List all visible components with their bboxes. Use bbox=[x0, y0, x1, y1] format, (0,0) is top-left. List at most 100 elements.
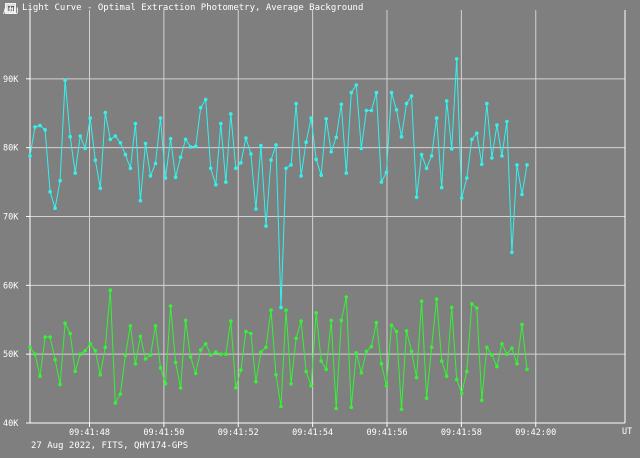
target-star-series-point bbox=[379, 180, 384, 184]
comparison-star-series-point bbox=[224, 352, 228, 357]
x-tick-label: 09:41:58 bbox=[441, 428, 482, 438]
target-star-series-point bbox=[429, 154, 434, 158]
grid bbox=[30, 10, 625, 423]
comparison-star-series-point bbox=[284, 308, 288, 312]
x-tick-label: 09:41:56 bbox=[367, 428, 408, 438]
target-star-series-point bbox=[118, 141, 123, 145]
comparison-star-series-point bbox=[168, 304, 173, 308]
target-star-series-point bbox=[128, 166, 133, 171]
target-star-series-point bbox=[339, 102, 344, 107]
comparison-star-series-point bbox=[515, 362, 519, 366]
comparison-star-series-point bbox=[429, 345, 434, 350]
comparison-star-series-point bbox=[28, 345, 32, 350]
target-star-series-point bbox=[349, 90, 354, 95]
comparison-star-series-point bbox=[369, 344, 374, 349]
target-star-series-point bbox=[78, 134, 82, 138]
comparison-star-series-point bbox=[439, 359, 444, 363]
comparison-star-series-point bbox=[128, 324, 133, 328]
target-star-series-point bbox=[108, 137, 113, 142]
comparison-star-series-point bbox=[88, 342, 92, 346]
comparison-star-series-point bbox=[43, 335, 47, 339]
y-tick-label: 70K bbox=[3, 213, 19, 223]
target-star-series-point bbox=[234, 166, 238, 171]
comparison-star-series-point bbox=[113, 401, 118, 405]
target-star-series-point bbox=[294, 101, 298, 106]
comparison-star-series-point bbox=[193, 371, 198, 376]
y-tick-label: 90K bbox=[3, 75, 19, 85]
comparison-star-series-point bbox=[198, 348, 203, 352]
axis-labels: ADU UT 40K 50K 60K 70K 80K 90K 09:41:48 09:41:5… bbox=[3, 7, 632, 438]
comparison-star-series-point bbox=[329, 318, 334, 323]
target-star-series-point bbox=[409, 94, 414, 98]
x-tick-label: 09:42:00 bbox=[515, 428, 556, 438]
target-star-series-point bbox=[138, 198, 143, 203]
target-star-series-point bbox=[203, 97, 208, 102]
target-star-series-point bbox=[344, 171, 349, 175]
target-star-series-point bbox=[364, 108, 369, 113]
comparison-star-series-point bbox=[384, 384, 389, 388]
comparison-star-series-point bbox=[183, 318, 188, 323]
target-star-series-point bbox=[133, 121, 138, 126]
target-star-series-point bbox=[500, 154, 504, 158]
comparison-star-series-point bbox=[520, 322, 524, 327]
target-star-series-point bbox=[58, 178, 62, 183]
comparison-star-series-point bbox=[163, 382, 168, 386]
target-star-series-point bbox=[444, 99, 449, 103]
comparison-star-series-point bbox=[103, 345, 108, 350]
y-tick-label: 80K bbox=[3, 144, 19, 154]
target-star-series-point bbox=[284, 166, 288, 171]
comparison-star-series-point bbox=[63, 321, 67, 326]
comparison-star-series-point bbox=[339, 318, 344, 323]
comparison-star-series-point bbox=[344, 295, 349, 299]
target-star-series-point bbox=[495, 123, 499, 127]
y-tick-label: 60K bbox=[3, 281, 19, 291]
target-star-series-point bbox=[394, 108, 399, 112]
comparison-star-series-point bbox=[525, 367, 529, 372]
chart-app-icon[interactable] bbox=[5, 2, 16, 14]
x-tick-label: 09:41:48 bbox=[69, 428, 110, 438]
target-star-series-point bbox=[384, 170, 389, 175]
target-star-series-point bbox=[38, 123, 42, 128]
y-axis-label: ADU bbox=[3, 7, 18, 17]
target-star-series-point bbox=[424, 166, 429, 171]
target-star-series-point bbox=[33, 125, 37, 129]
target-star-series-point bbox=[279, 305, 283, 310]
comparison-star-series-point bbox=[465, 369, 469, 374]
comparison-star-series-point bbox=[334, 406, 339, 411]
comparison-star-series-point bbox=[269, 308, 273, 312]
comparison-star-series-point bbox=[118, 392, 123, 396]
target-star-series-point bbox=[249, 152, 253, 156]
x-tick-label: 09:41:50 bbox=[143, 428, 184, 438]
comparison-star-series-point bbox=[379, 362, 384, 366]
comparison-star-series-point bbox=[249, 331, 253, 336]
target-star-series-point bbox=[319, 173, 324, 177]
axes bbox=[26, 10, 626, 427]
comparison-star-series-point bbox=[123, 353, 128, 358]
target-star-series-point bbox=[414, 195, 419, 199]
target-star-series-point bbox=[505, 119, 509, 124]
comparison-star-series-line bbox=[29, 290, 528, 410]
title-bar: Light Curve - Optimal Extraction Photome… bbox=[0, 0, 363, 16]
comparison-star-series-point bbox=[214, 350, 218, 354]
comparison-star-series-point bbox=[208, 353, 213, 357]
target-star-series-point bbox=[173, 175, 178, 180]
y-tick-label: 40K bbox=[3, 419, 19, 429]
target-star-series-point bbox=[68, 134, 72, 139]
target-star-series-point bbox=[219, 121, 223, 126]
target-star-series-point bbox=[314, 157, 319, 162]
target-star-series-point bbox=[183, 137, 188, 142]
target-star-series-point bbox=[329, 150, 334, 154]
comparison-star-series-point bbox=[500, 342, 504, 346]
comparison-star-series-point bbox=[495, 364, 499, 369]
target-star-series-point bbox=[98, 186, 103, 191]
comparison-star-series-point bbox=[304, 369, 308, 374]
target-star-series-point bbox=[178, 155, 183, 160]
comparison-star-series-point bbox=[389, 323, 394, 328]
comparison-star-series-point bbox=[158, 366, 163, 370]
target-star-series-point bbox=[88, 116, 92, 120]
comparison-star-series-point bbox=[53, 357, 57, 362]
comparison-star-series-point bbox=[364, 349, 369, 354]
comparison-star-series-point bbox=[68, 331, 72, 336]
target-star-series-point bbox=[490, 156, 494, 160]
target-star-series-point bbox=[299, 174, 303, 178]
